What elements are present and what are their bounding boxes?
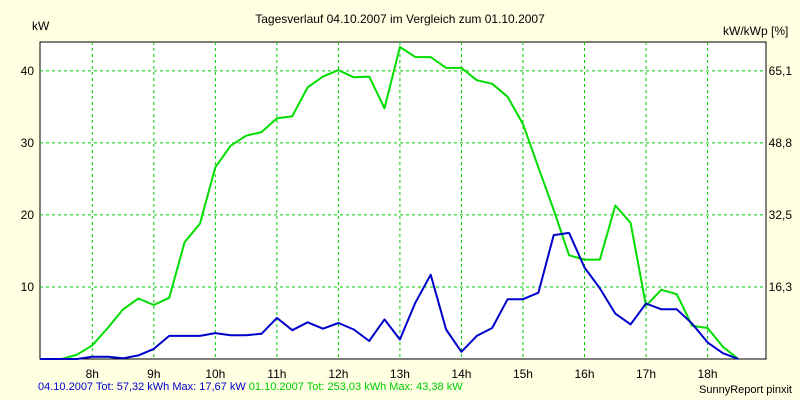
series-line-1 [40,231,739,360]
x-tick-label: 9h [147,367,160,381]
x-tick-label: 18h [698,367,718,381]
y-axis-label-left: kW [32,19,50,33]
y-tick-label-left: 40 [21,64,35,78]
footer-series1-stats: Tot: 57,32 kWh Max: 17,67 kW [95,381,246,393]
x-tick-label: 14h [451,367,471,381]
x-tick-label: 12h [328,367,348,381]
plot-area [39,41,767,360]
x-tick-label: 8h [86,367,99,381]
y-tick-label-right: 16,3 [769,280,793,294]
series-line-2 [40,46,739,360]
footer-series2-stats: Tot: 253,03 kWh Max: 43,38 kW [306,381,463,393]
y-tick-label-left: 30 [21,136,35,150]
y-tick-label-left: 10 [21,280,35,294]
x-tick-label: 13h [390,367,410,381]
x-tick-label: 15h [513,367,533,381]
y-axis-label-right: kW/kWp [%] [723,24,788,38]
x-tick-label: 16h [574,367,594,381]
footer-summary: 04.10.2007 Tot: 57,32 kWh Max: 17,67 kW … [38,381,463,393]
x-tick-label: 10h [205,367,225,381]
y-tick-label-right: 48,8 [769,136,793,150]
y-tick-label-left: 20 [21,208,35,222]
footer-series2-date: 01.10.2007 [248,381,304,393]
y-tick-label-right: 65,1 [769,64,793,78]
y-tick-label-right: 32,5 [769,208,793,222]
x-tick-label: 17h [636,367,656,381]
footer-credit: SunnyReport pinxit [699,384,792,396]
footer-series1-date: 04.10.2007 [38,381,94,393]
x-tick-label: 11h [267,367,286,381]
chart-title: Tagesverlauf 04.10.2007 im Vergleich zum… [255,12,545,26]
